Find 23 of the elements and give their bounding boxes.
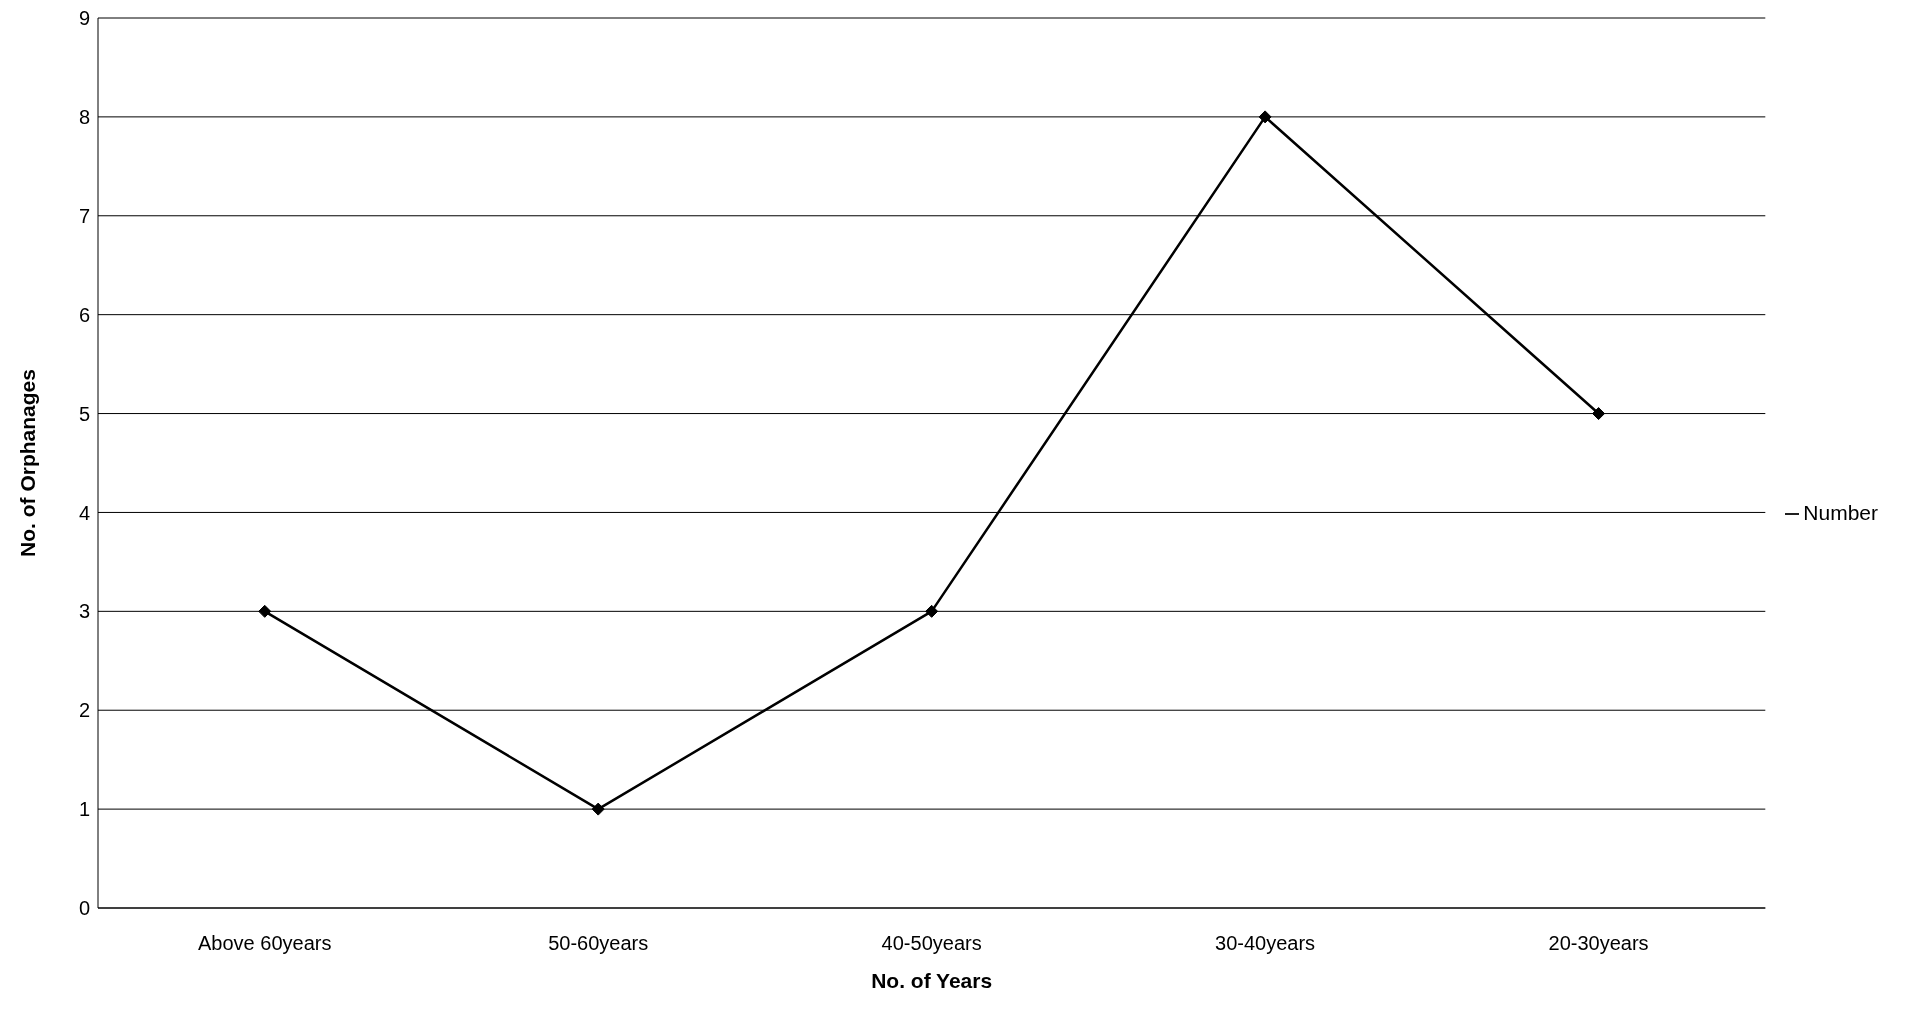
y-tick-label: 5: [78, 402, 90, 425]
point: [591, 802, 605, 816]
point: [258, 604, 272, 618]
y-tick-label: 2: [78, 699, 90, 722]
x-tick-label: 30-40years: [1215, 932, 1316, 955]
y-tick-label: 9: [78, 7, 90, 30]
y-tick-label: 3: [78, 600, 90, 623]
y-axis-title: No. of Orphanages: [16, 369, 40, 557]
point: [1258, 110, 1272, 124]
y-tick-label: 7: [78, 204, 90, 227]
x-tick-label: 50-60years: [548, 932, 649, 955]
point: [1592, 407, 1606, 421]
x-axis-title: No. of Years: [871, 969, 993, 992]
legend-label: Number: [1803, 501, 1878, 524]
y-tick-label: 4: [78, 501, 90, 524]
y-tick-label: 0: [78, 897, 90, 920]
y-tick-label: 6: [78, 303, 90, 326]
x-tick-label: 40-50years: [881, 932, 982, 955]
point: [925, 604, 939, 618]
y-tick-label: 8: [78, 105, 90, 128]
x-tick-label: Above 60years: [198, 932, 332, 955]
y-tick-label: 1: [78, 798, 90, 821]
x-tick-label: 20-30years: [1548, 932, 1649, 955]
